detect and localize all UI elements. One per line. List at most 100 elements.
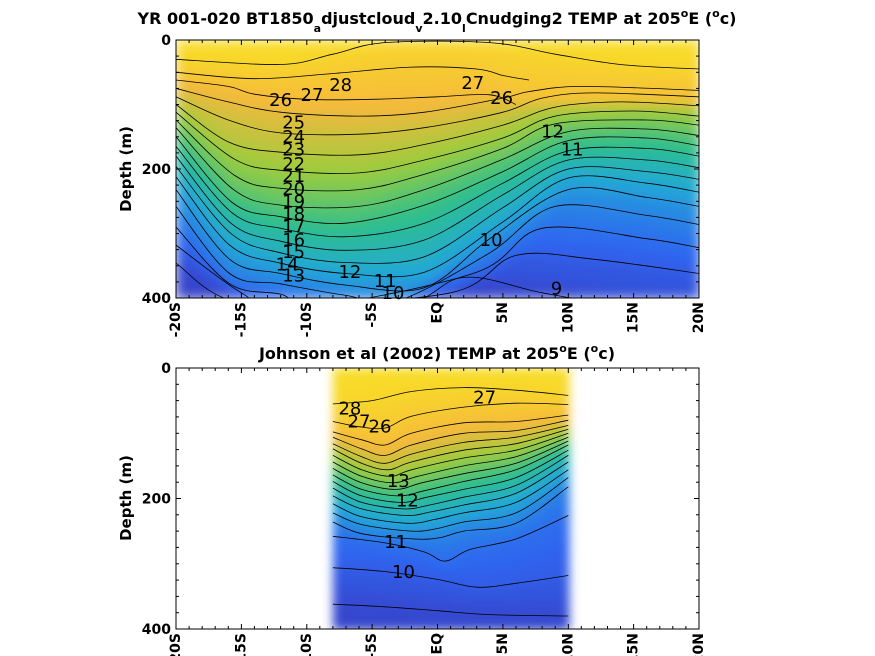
field-cell bbox=[378, 272, 387, 277]
field-cell bbox=[261, 220, 269, 225]
field-cell bbox=[202, 156, 210, 161]
field-cell bbox=[463, 94, 472, 100]
field-cell bbox=[502, 243, 511, 248]
field-cell bbox=[417, 291, 426, 296]
field-cell bbox=[326, 162, 335, 167]
field-cell bbox=[535, 75, 544, 80]
field-cell bbox=[267, 169, 276, 174]
field-cell bbox=[444, 75, 452, 80]
field-cell bbox=[444, 127, 452, 132]
field-cell bbox=[287, 291, 295, 296]
field-cell bbox=[182, 230, 191, 235]
field-cell bbox=[352, 149, 361, 154]
field-cell bbox=[555, 207, 563, 213]
field-cell bbox=[221, 81, 230, 87]
field-cell bbox=[241, 98, 250, 103]
field-cell bbox=[300, 240, 308, 245]
field-cell bbox=[385, 140, 393, 145]
field-cell bbox=[234, 140, 243, 145]
field-cell bbox=[254, 288, 263, 293]
field-cell bbox=[542, 249, 550, 254]
field-cell bbox=[411, 278, 420, 283]
field-cell bbox=[247, 227, 256, 232]
field-cell bbox=[502, 227, 511, 232]
field-cell bbox=[529, 194, 537, 200]
field-cell bbox=[300, 120, 308, 125]
field-cell bbox=[555, 136, 563, 142]
field-cell bbox=[319, 210, 328, 216]
field-cell bbox=[496, 91, 504, 96]
field-cell bbox=[176, 59, 184, 64]
field-cell bbox=[470, 40, 478, 45]
field-cell bbox=[496, 281, 504, 287]
field-cell bbox=[176, 285, 184, 290]
field-cell bbox=[476, 269, 485, 274]
field-cell bbox=[202, 294, 210, 298]
field-cell bbox=[548, 46, 557, 51]
field-cell bbox=[176, 136, 184, 142]
field-cell bbox=[502, 265, 511, 271]
field-cell bbox=[529, 220, 537, 225]
field-cell bbox=[476, 175, 485, 180]
field-cell bbox=[391, 46, 400, 51]
field-cell bbox=[352, 191, 361, 196]
field-cell bbox=[254, 107, 263, 113]
field-cell bbox=[568, 101, 576, 106]
field-cell bbox=[313, 198, 321, 203]
field-cell bbox=[548, 117, 557, 122]
field-cell bbox=[548, 59, 557, 64]
field-cell bbox=[313, 117, 321, 122]
field-cell bbox=[293, 49, 302, 55]
field-cell bbox=[352, 220, 361, 225]
field-cell bbox=[215, 162, 223, 167]
field-cell bbox=[215, 165, 223, 171]
field-cell bbox=[417, 165, 426, 171]
field-cell bbox=[417, 265, 426, 271]
field-cell bbox=[581, 133, 589, 138]
field-cell bbox=[365, 149, 374, 154]
field-cell bbox=[254, 149, 263, 154]
field-cell bbox=[234, 65, 243, 71]
field-cell bbox=[398, 204, 406, 209]
field-cell bbox=[176, 98, 184, 103]
field-cell bbox=[274, 101, 282, 106]
field-cell bbox=[300, 272, 308, 277]
field-cell bbox=[306, 243, 315, 248]
field-cell bbox=[489, 62, 498, 67]
field-cell bbox=[516, 123, 524, 129]
field-cell bbox=[261, 204, 269, 209]
field-cell bbox=[483, 204, 491, 209]
field-cell bbox=[313, 162, 321, 167]
field-cell bbox=[378, 49, 387, 55]
field-cell bbox=[463, 227, 472, 232]
field-cell bbox=[306, 169, 315, 174]
field-cell bbox=[437, 269, 446, 274]
field-cell bbox=[221, 262, 230, 267]
field-cell bbox=[346, 104, 354, 109]
field-cell bbox=[483, 101, 491, 106]
field-cell bbox=[516, 49, 524, 55]
field-cell bbox=[502, 259, 511, 264]
field-cell bbox=[202, 117, 210, 122]
field-cell bbox=[476, 136, 485, 142]
field-cell bbox=[378, 40, 387, 45]
field-cell bbox=[378, 52, 387, 58]
field-cell bbox=[502, 285, 511, 290]
field-cell bbox=[398, 278, 406, 283]
field-cell bbox=[326, 59, 335, 64]
field-cell bbox=[483, 98, 491, 103]
field-cell bbox=[378, 117, 387, 122]
field-cell bbox=[555, 114, 563, 119]
field-cell bbox=[457, 136, 465, 142]
field-cell bbox=[483, 88, 491, 93]
field-cell bbox=[352, 223, 361, 229]
field-cell bbox=[261, 188, 269, 193]
field-cell bbox=[398, 52, 406, 58]
field-cell bbox=[437, 104, 446, 109]
field-cell bbox=[463, 117, 472, 122]
field-cell bbox=[247, 72, 256, 77]
field-cell bbox=[431, 156, 439, 161]
field-cell bbox=[483, 227, 491, 232]
field-cell bbox=[247, 285, 256, 290]
field-cell bbox=[542, 278, 550, 283]
